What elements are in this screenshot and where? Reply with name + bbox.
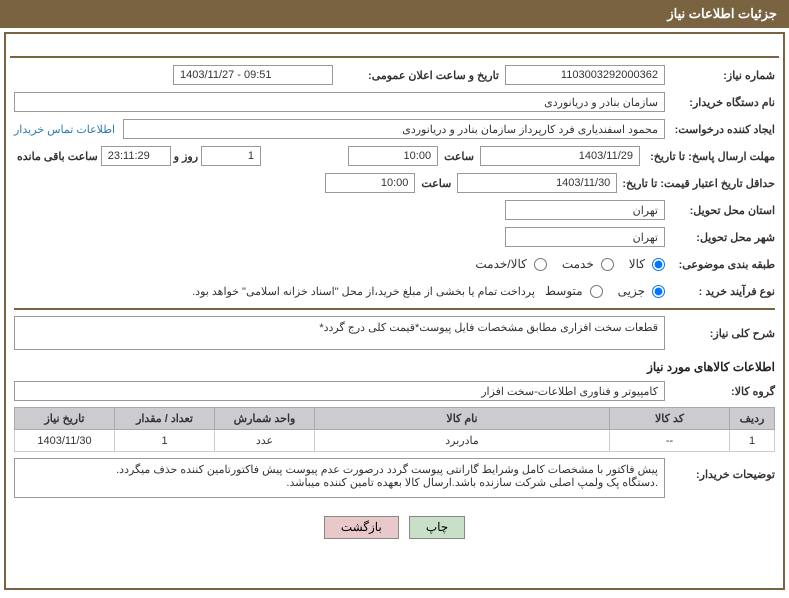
back-button[interactable]: بازگشت [324,516,399,539]
buyer-notes-label: توضیحات خریدار: [665,458,775,481]
header-title: جزئیات اطلاعات نیاز [667,6,777,21]
radio-goods[interactable]: کالا [629,257,665,271]
deadline-date-field: 1403/11/29 [480,146,640,166]
day-word: روز و [174,150,198,163]
days-left-field: 1 [201,146,261,166]
th-code: کد کالا [610,408,730,430]
deadline-time-field: 10:00 [348,146,438,166]
table-cell-qty: 1 [115,430,215,452]
button-row: چاپ بازگشت [14,510,775,539]
valid-date-field: 1403/11/30 [457,173,617,193]
process-label: نوع فرآیند خرید : [665,285,775,298]
time-label-1: ساعت [444,150,474,163]
buyer-notes-field: پیش فاکتور با مشخصات کامل وشرایط گارانتی… [14,458,665,498]
city-label: شهر محل تحویل: [665,231,775,244]
remaining-label: ساعت باقی مانده [17,150,98,163]
radio-goods-input[interactable] [652,258,665,271]
goods-table: ردیف کد کالا نام کالا واحد شمارش تعداد /… [14,407,775,452]
radio-service[interactable]: خدمت [562,257,614,271]
table-cell-row: 1 [730,430,775,452]
radio-partial[interactable]: جزیی [618,284,665,298]
buyer-contact-link[interactable]: اطلاعات تماس خریدار [14,123,115,136]
requester-field: محمود اسفندیاری فرد کارپرداز سازمان بناد… [123,119,665,139]
table-header-row: ردیف کد کالا نام کالا واحد شمارش تعداد /… [15,408,775,430]
radio-service-input[interactable] [601,258,614,271]
radio-both[interactable]: کالا/خدمت [475,257,546,271]
need-number-field: 1103003292000362 [505,65,665,85]
province-field: تهران [505,200,665,220]
table-cell-code: -- [610,430,730,452]
th-date: تاریخ نیاز [15,408,115,430]
time-label-2: ساعت [421,177,451,190]
print-button[interactable]: چاپ [409,516,465,539]
th-qty: تعداد / مقدار [115,408,215,430]
deadline-label: مهلت ارسال پاسخ: تا تاریخ: [640,150,775,163]
requester-label: ایجاد کننده درخواست: [665,123,775,136]
announce-field: 1403/11/27 - 09:51 [173,65,333,85]
buyer-org-field: سازمان بنادر و دریانوردی [14,92,665,112]
time-left-field: 23:11:29 [101,146,171,166]
main-panel: شماره نیاز: 1103003292000362 تاریخ و ساع… [4,32,785,590]
city-field: تهران [505,227,665,247]
divider-1 [14,308,775,310]
radio-both-input[interactable] [534,258,547,271]
header-bar: جزئیات اطلاعات نیاز [0,0,789,28]
category-label: طبقه بندی موضوعی: [665,258,775,271]
process-radio-group: جزیی متوسط [545,284,665,298]
goods-group-label: گروه کالا: [665,385,775,398]
th-unit: واحد شمارش [215,408,315,430]
need-number-label: شماره نیاز: [665,69,775,82]
category-radio-group: کالا خدمت کالا/خدمت [475,257,665,271]
radio-medium-input[interactable] [590,285,603,298]
top-divider [10,34,779,58]
goods-group-field: کامپیوتر و فناوری اطلاعات-سخت افزار [14,381,665,401]
goods-info-title: اطلاعات کالاهای مورد نیاز [14,360,775,374]
province-label: استان محل تحویل: [665,204,775,217]
table-cell-date: 1403/11/30 [15,430,115,452]
process-note: پرداخت تمام یا بخشی از مبلغ خرید،از محل … [192,285,535,298]
desc-label: شرح کلی نیاز: [665,327,775,340]
table-row: 1--مادربردعدد11403/11/30 [15,430,775,452]
buyer-org-label: نام دستگاه خریدار: [665,96,775,109]
radio-medium[interactable]: متوسط [545,284,603,298]
radio-partial-input[interactable] [652,285,665,298]
valid-time-field: 10:00 [325,173,415,193]
th-row: ردیف [730,408,775,430]
description-field: قطعات سخت افزاری مطابق مشخصات فایل پیوست… [14,316,665,350]
th-name: نام کالا [315,408,610,430]
announce-label: تاریخ و ساعت اعلان عمومی: [339,69,499,82]
table-cell-unit: عدد [215,430,315,452]
table-cell-name: مادربرد [315,430,610,452]
valid-label: حداقل تاریخ اعتبار قیمت: تا تاریخ: [617,177,775,190]
